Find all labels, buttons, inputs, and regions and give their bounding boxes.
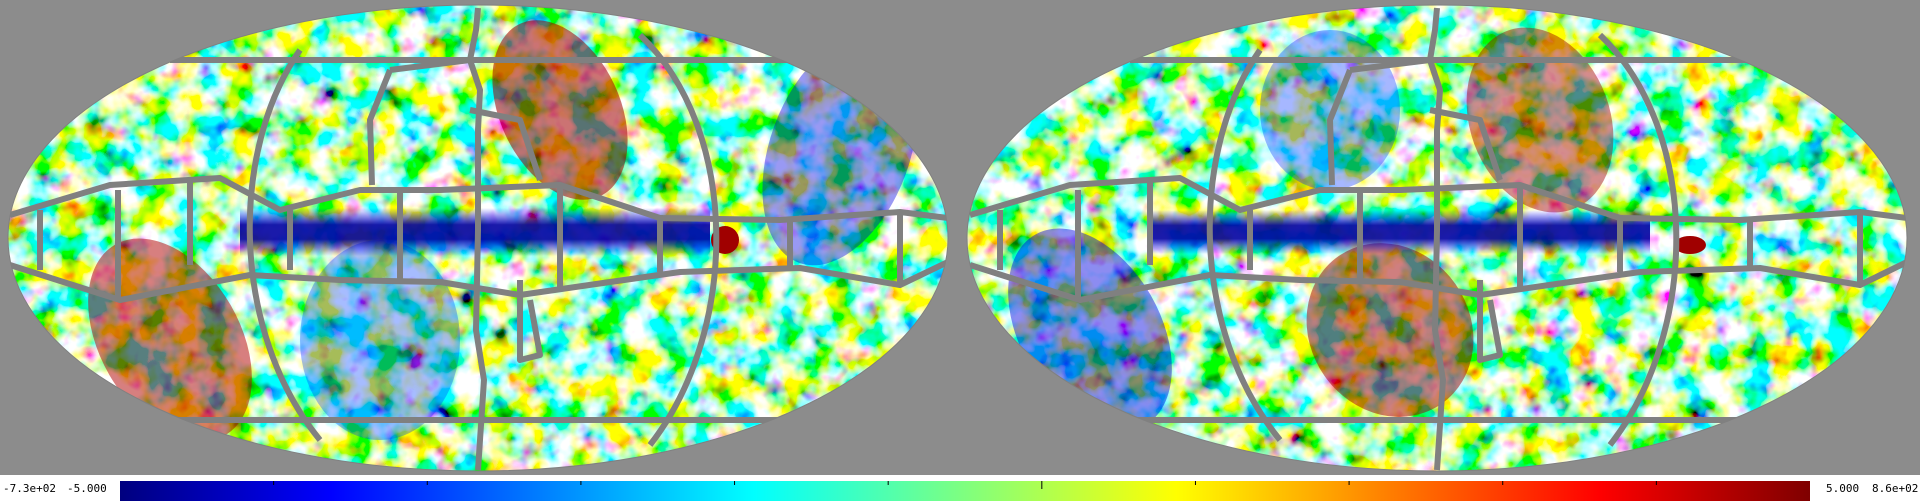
map-right-mask-south-box [1477,280,1503,363]
colorbar-max-clip-label: 5.000 [1826,482,1860,495]
colorbar [120,481,1810,501]
map-right-red-lobe-north [1466,27,1614,213]
colorbar-max-raw-label: 8.6e+02 [1872,482,1919,495]
map-left-mask-north-box [367,57,543,186]
map-right-mask-arc-east [1597,32,1680,447]
map-right-mask-meridian-center [1427,7,1446,471]
map-right-galactic-plane [1150,210,1650,254]
colorbar-gradient [120,481,1810,501]
map-right-outline [966,4,1908,472]
map-left-mask-meridian-center [467,7,487,471]
map-left-red-lobe-north [492,20,628,200]
colorbar-ticks [273,481,1657,489]
map-left-blue-lobe-south [300,240,460,440]
colorbar-min-raw-label: -7.3e+02 [3,482,56,495]
map-left-mask-south-box [517,280,543,363]
map-left-outline [7,4,949,472]
map-right-mask-arc-west [1206,48,1283,442]
map-right-hotspot [1674,236,1706,254]
sky-maps-panel [0,0,1920,475]
map-right-mask-band-north [969,175,1907,223]
map-left-mask-arc-west [246,48,323,442]
map-left-red-lobe-south [88,238,252,442]
sky-map-right [966,4,1908,472]
map-right-mask-north-box [1327,57,1503,186]
colorbar-min-clip-label: -5.000 [67,482,107,495]
map-left-mask-band-north [9,175,948,223]
map-left-mask-arc-east [637,32,720,447]
